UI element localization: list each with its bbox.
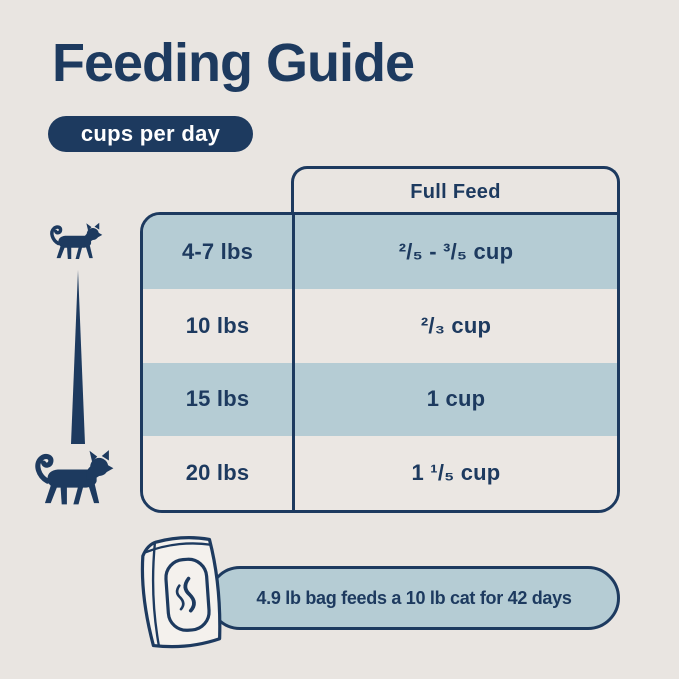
page-title: Feeding Guide xyxy=(52,33,415,93)
weight-cell: 4-7 lbs xyxy=(143,215,292,289)
feeding-table: 4-7 lbs ²/₅ - ³/₅ cup 10 lbs ²/₃ cup 15 … xyxy=(140,212,620,513)
amount-cell: 1 cup xyxy=(295,363,617,437)
weight-cell: 10 lbs xyxy=(143,289,292,363)
weight-cell: 15 lbs xyxy=(143,363,292,437)
weight-label: 4-7 lbs xyxy=(181,238,254,264)
amount-label: ²/₅ - ³/₅ cup xyxy=(398,238,514,264)
weight-label: 15 lbs xyxy=(185,386,250,412)
column-divider xyxy=(292,215,295,289)
table-row: 15 lbs 1 cup xyxy=(143,362,617,437)
amount-label: 1 ¹/₅ cup xyxy=(411,460,501,486)
column-header-label: Full Feed xyxy=(410,180,501,203)
table-row: 4-7 lbs ²/₅ - ³/₅ cup xyxy=(143,215,617,289)
amount-cell: ²/₃ cup xyxy=(295,289,617,363)
bag-yield-text: 4.9 lb bag feeds a 10 lb cat for 42 days xyxy=(256,587,572,608)
amount-cell: ²/₅ - ³/₅ cup xyxy=(295,215,617,289)
weight-cell: 20 lbs xyxy=(143,436,292,510)
large-cat-icon xyxy=(35,450,114,505)
table-row: 10 lbs ²/₃ cup xyxy=(143,288,617,363)
badge-label: cups per day xyxy=(80,121,221,146)
amount-cell: 1 ¹/₅ cup xyxy=(295,436,617,510)
column-divider xyxy=(292,288,295,363)
full-feed-column-header: Full Feed xyxy=(291,166,620,215)
amount-label: ²/₃ cup xyxy=(420,312,492,338)
growth-wedge xyxy=(71,270,85,444)
steam-icon xyxy=(175,576,196,613)
column-divider xyxy=(292,436,295,510)
column-divider xyxy=(292,362,295,437)
bag-yield-note: 4.9 lb bag feeds a 10 lb cat for 42 days xyxy=(208,566,620,630)
small-cat-icon xyxy=(50,222,103,259)
cups-per-day-badge: cups per day xyxy=(48,116,253,152)
weight-label: 10 lbs xyxy=(185,312,250,338)
weight-label: 20 lbs xyxy=(185,460,250,486)
table-row: 20 lbs 1 ¹/₅ cup xyxy=(143,436,617,510)
food-bag-icon xyxy=(140,536,222,649)
amount-label: 1 cup xyxy=(426,386,486,412)
